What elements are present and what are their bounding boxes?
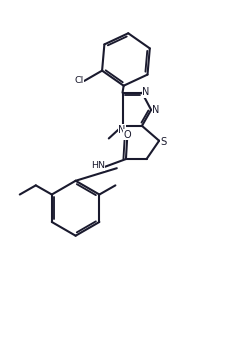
Text: Cl: Cl <box>75 76 84 85</box>
Text: S: S <box>161 137 167 147</box>
Text: O: O <box>123 130 131 140</box>
Text: N: N <box>118 125 126 135</box>
Text: N: N <box>142 87 150 97</box>
Text: HN: HN <box>91 161 105 170</box>
Text: N: N <box>152 105 159 115</box>
